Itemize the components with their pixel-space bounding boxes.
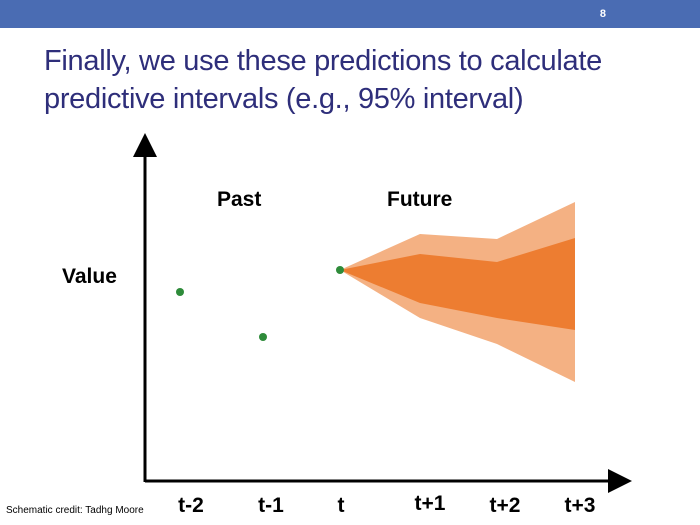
past-label: Past [217,188,261,211]
slide-title-line-2: predictive intervals (e.g., 95% interval… [44,83,524,115]
slide-title-line-1: Finally, we use these predictions to cal… [44,45,602,77]
slide-title: Finally, we use these predictions to cal… [44,42,664,118]
top-bar: 8 [0,0,700,28]
x-tick-label: t-1 [258,494,284,517]
y-axis-label: Value [62,265,117,288]
observed-point-t-1 [259,333,267,341]
inner-interval-band [340,238,575,330]
x-tick-label: t+1 [415,492,446,515]
x-tick-label: t+3 [565,494,596,517]
x-tick-label: t-2 [178,494,204,517]
observed-point-t-2 [176,288,184,296]
slide-number: 8 [599,8,606,20]
x-tick-label: t [338,494,345,517]
x-tick-label: t+2 [490,494,521,517]
schematic-credit: Schematic credit: Tadhg Moore [6,505,144,516]
observed-point-t [336,266,344,274]
future-label: Future [387,188,452,211]
